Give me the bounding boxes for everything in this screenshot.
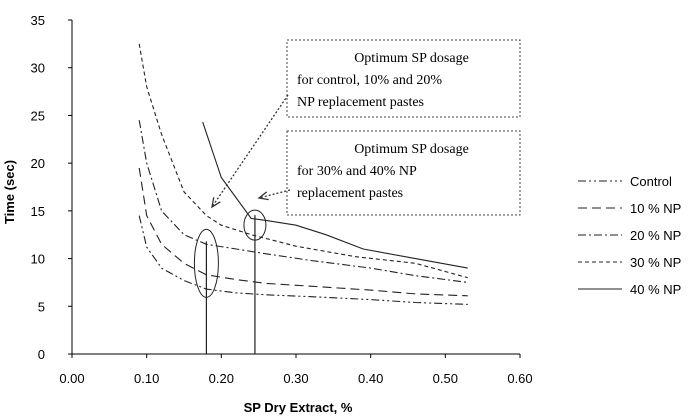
series-line-1 — [138, 215, 468, 305]
y-tick-label: 5 — [38, 299, 45, 314]
x-axis-label: SP Dry Extract, % — [244, 400, 353, 415]
legend-label: 40 % NP — [630, 282, 681, 297]
annotation-arrowhead — [257, 191, 269, 201]
annotation-text: Optimum SP dosage — [354, 142, 469, 157]
y-tick-label: 35 — [31, 13, 45, 28]
y-tick-label: 25 — [31, 108, 45, 123]
chart-series-lines — [138, 43, 468, 305]
legend-label: 10 % NP — [630, 201, 681, 216]
optimum-markers — [193, 209, 267, 354]
series-line-5 — [202, 121, 468, 269]
y-tick-label: 0 — [38, 347, 45, 362]
annotation-text: for 30% and 40% NP — [297, 164, 417, 179]
x-tick-label: 0.30 — [283, 371, 308, 386]
chart-axes: 0.00 0.10 0.20 0.30 0.40 0.50 0.60 0 5 10 15 20 25 30… — [31, 13, 533, 386]
legend-label: 30 % NP — [630, 255, 681, 270]
annotation-text: for control, 10% and 20% — [297, 73, 442, 88]
series-line-2 — [138, 167, 468, 297]
series-line-3 — [138, 120, 468, 283]
annotation-arrow — [211, 94, 289, 208]
x-tick-label: 0.00 — [59, 371, 84, 386]
x-tick-label: 0.50 — [433, 371, 458, 386]
annotation-arrow — [258, 189, 291, 199]
legend-label: 20 % NP — [630, 228, 681, 243]
y-tick-label: 30 — [31, 61, 45, 76]
y-tick-label: 15 — [31, 204, 45, 219]
annotation-text: NP replacement pastes — [297, 95, 424, 110]
series-line-4 — [138, 43, 468, 279]
annotations: Optimum SP dosage for control, 10% and 20… — [211, 39, 521, 216]
annotation-box — [286, 39, 521, 118]
y-tick-label: 20 — [31, 156, 45, 171]
annotation-box — [286, 130, 521, 216]
legend-label: Control — [630, 174, 672, 189]
x-tick-label: 0.40 — [358, 371, 383, 386]
annotation-text: Optimum SP dosage — [354, 51, 469, 66]
annotation-text: replacement pastes — [297, 186, 403, 201]
chart-legend: Control 10 % NP 20 % NP 30 % NP 40 % NP — [578, 174, 681, 297]
x-tick-label: 0.60 — [507, 371, 532, 386]
y-tick-label: 10 — [31, 252, 45, 267]
y-axis-label: Time (sec) — [2, 160, 17, 224]
annotation-arrowhead — [211, 197, 221, 209]
x-tick-label: 0.10 — [134, 371, 159, 386]
x-tick-label: 0.20 — [209, 371, 234, 386]
